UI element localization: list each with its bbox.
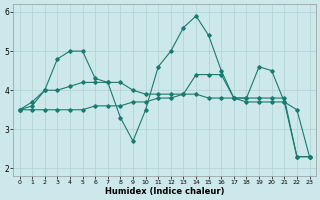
X-axis label: Humidex (Indice chaleur): Humidex (Indice chaleur) (105, 187, 224, 196)
